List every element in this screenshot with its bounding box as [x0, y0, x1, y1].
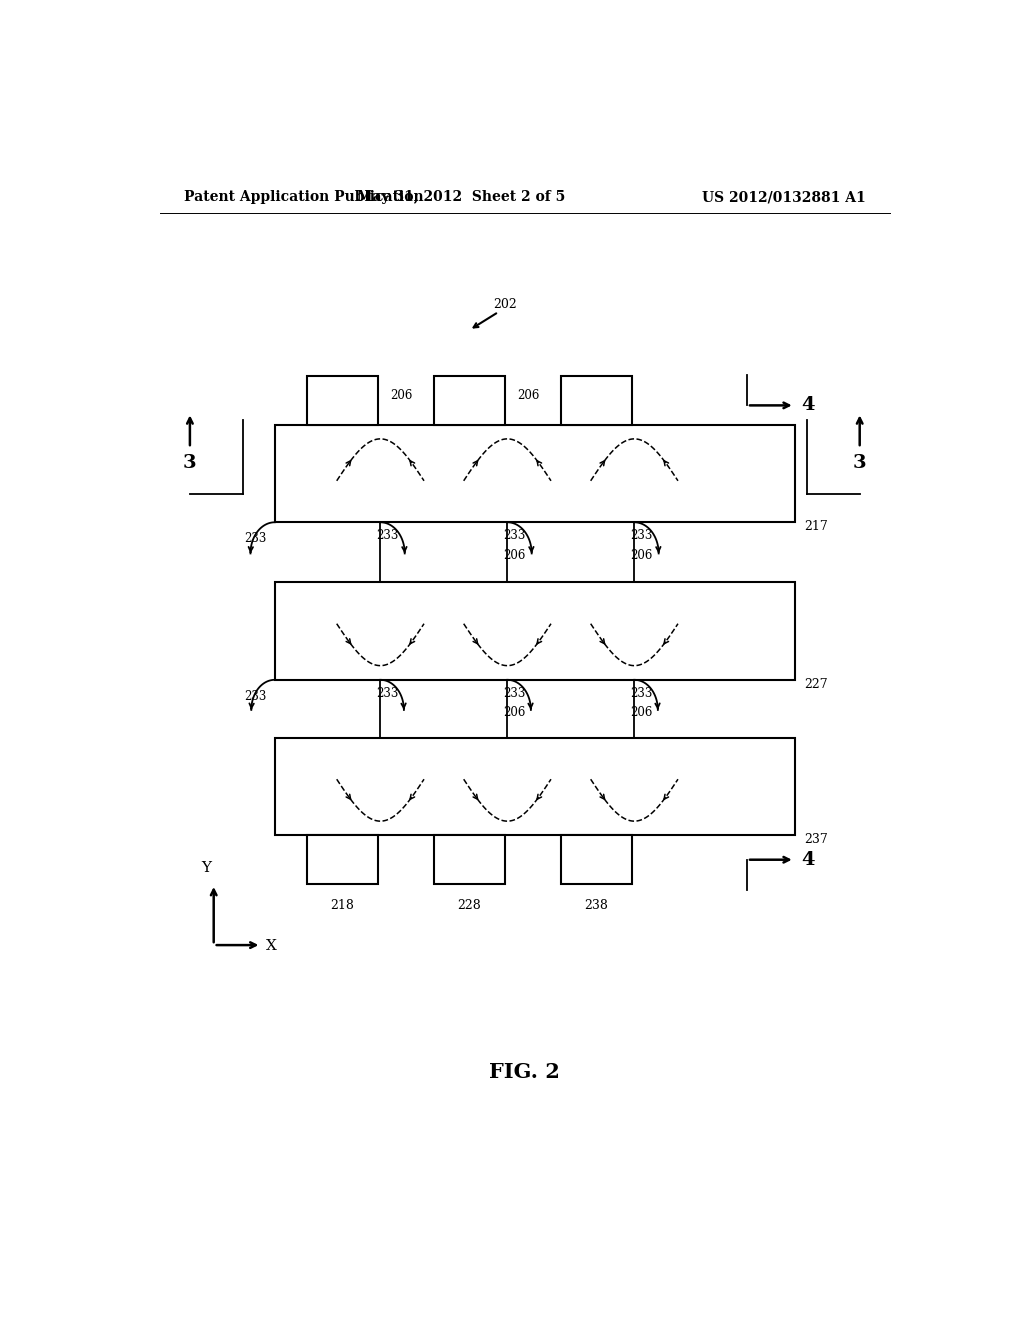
- Text: 206: 206: [504, 706, 525, 719]
- Text: 3: 3: [853, 454, 866, 473]
- Text: X: X: [266, 939, 278, 953]
- Bar: [433, 376, 505, 425]
- Bar: [306, 376, 378, 425]
- Bar: [274, 582, 795, 680]
- Text: 233: 233: [631, 686, 652, 700]
- Text: Patent Application Publication: Patent Application Publication: [183, 190, 423, 205]
- Text: 206: 206: [504, 549, 525, 562]
- Text: 206: 206: [631, 706, 652, 719]
- Text: 237: 237: [804, 833, 827, 846]
- Text: 206: 206: [517, 389, 540, 401]
- Text: 233: 233: [245, 690, 267, 704]
- Text: 233: 233: [245, 532, 267, 545]
- Text: FIG. 2: FIG. 2: [489, 1063, 560, 1082]
- Text: May 31, 2012  Sheet 2 of 5: May 31, 2012 Sheet 2 of 5: [357, 190, 565, 205]
- Bar: [560, 836, 632, 884]
- Bar: [274, 425, 795, 523]
- Bar: [433, 836, 505, 884]
- Text: 3: 3: [183, 454, 197, 473]
- Text: 206: 206: [631, 549, 652, 562]
- Text: 238: 238: [585, 899, 608, 912]
- Text: 227: 227: [804, 677, 827, 690]
- Text: 233: 233: [377, 529, 398, 543]
- Text: 233: 233: [504, 529, 525, 543]
- Text: 233: 233: [631, 529, 652, 543]
- Text: 218: 218: [331, 899, 354, 912]
- Text: 202: 202: [494, 298, 517, 310]
- Text: 206: 206: [390, 389, 413, 401]
- Bar: [274, 738, 795, 836]
- Bar: [560, 376, 632, 425]
- Text: Y: Y: [201, 861, 211, 875]
- Bar: [306, 836, 378, 884]
- Text: 4: 4: [801, 850, 814, 869]
- Text: 233: 233: [377, 686, 398, 700]
- Text: 233: 233: [504, 686, 525, 700]
- Text: US 2012/0132881 A1: US 2012/0132881 A1: [702, 190, 866, 205]
- Text: 4: 4: [801, 396, 814, 414]
- Text: 217: 217: [804, 520, 827, 533]
- Text: 228: 228: [458, 899, 481, 912]
